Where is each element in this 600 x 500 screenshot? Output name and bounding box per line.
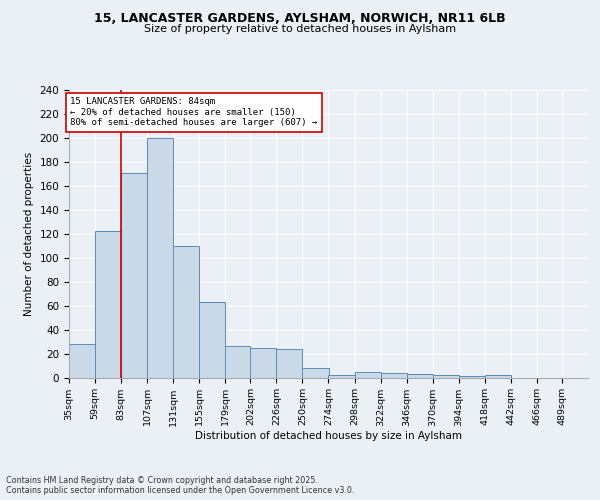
Bar (121, 172, 147, 378)
Bar (459, 376, 485, 378)
Bar (433, 375, 459, 378)
Bar (95, 232, 121, 378)
Text: Contains HM Land Registry data © Crown copyright and database right 2025.
Contai: Contains HM Land Registry data © Crown c… (6, 476, 355, 495)
Bar (147, 138, 173, 378)
Bar (302, 368, 329, 378)
Bar (199, 302, 226, 378)
Bar (69, 344, 95, 378)
Text: Size of property relative to detached houses in Aylsham: Size of property relative to detached ho… (144, 24, 456, 34)
Bar (277, 349, 302, 378)
Y-axis label: Number of detached properties: Number of detached properties (24, 152, 34, 316)
Bar (226, 346, 250, 378)
Bar (173, 246, 199, 378)
Bar (407, 374, 433, 378)
X-axis label: Distribution of detached houses by size in Aylsham: Distribution of detached houses by size … (195, 431, 462, 441)
Bar (485, 375, 511, 378)
Text: 15, LANCASTER GARDENS, AYLSHAM, NORWICH, NR11 6LB: 15, LANCASTER GARDENS, AYLSHAM, NORWICH,… (94, 12, 506, 26)
Bar (329, 375, 355, 378)
Bar (355, 372, 380, 378)
Text: 15 LANCASTER GARDENS: 84sqm
← 20% of detached houses are smaller (150)
80% of se: 15 LANCASTER GARDENS: 84sqm ← 20% of det… (70, 97, 317, 127)
Bar (250, 348, 277, 378)
Bar (380, 372, 407, 378)
